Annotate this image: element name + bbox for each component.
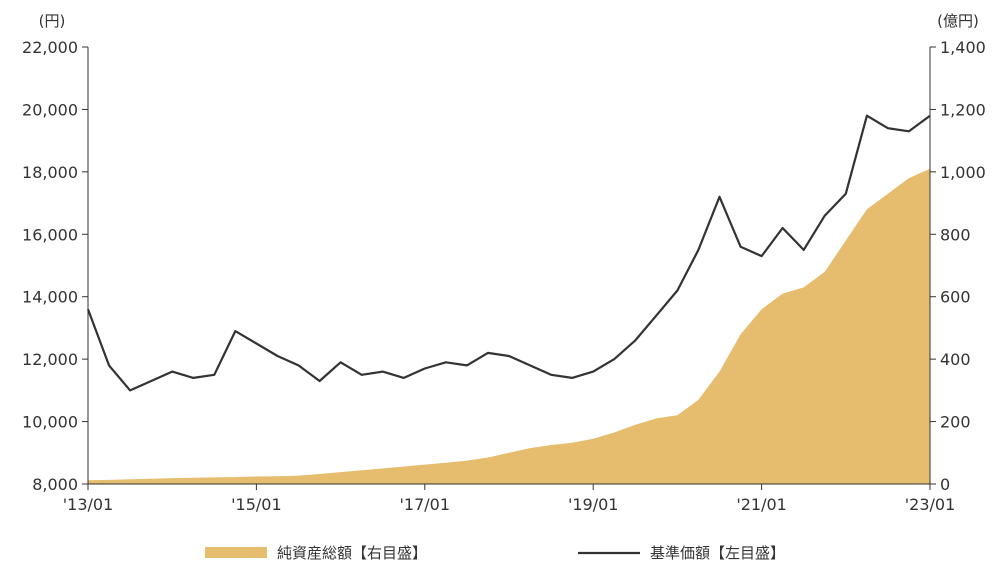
left-tick-label: 8,000 (32, 475, 78, 494)
x-tick-label: '15/01 (231, 495, 282, 514)
left-tick-label: 14,000 (22, 288, 78, 307)
x-tick-label: '13/01 (63, 495, 114, 514)
left-tick-label: 10,000 (22, 413, 78, 432)
x-tick-label: '17/01 (400, 495, 451, 514)
right-tick-label: 800 (940, 225, 971, 244)
right-tick-label: 400 (940, 350, 971, 369)
axis-layer: 8,000 10,000 12,000 14,000 16,000 18,000 20,00… (22, 12, 986, 514)
right-axis-unit: (億円) (937, 12, 979, 30)
left-tick-label: 20,000 (22, 100, 78, 119)
right-tick-label: 1,400 (940, 38, 986, 57)
left-tick-label: 18,000 (22, 163, 78, 182)
left-tick-label: 22,000 (22, 38, 78, 57)
x-tick-label: '19/01 (568, 495, 619, 514)
right-tick-label: 1,200 (940, 100, 986, 119)
right-tick-label: 600 (940, 288, 971, 307)
left-tick-label: 16,000 (22, 225, 78, 244)
line-layer (86, 114, 931, 392)
right-tick-label: 200 (940, 413, 971, 432)
series-area-net-assets (88, 168, 930, 484)
legend-label-net-assets: 純資産総額【右目盛】 (277, 544, 427, 562)
x-tick-label: '23/01 (905, 495, 956, 514)
right-tick-label: 1,000 (940, 163, 986, 182)
x-tick-label: '21/01 (736, 495, 787, 514)
left-axis-unit: (円) (39, 12, 66, 30)
legend-label-nav: 基準価額【左目盛】 (650, 544, 785, 562)
legend-swatch-area (205, 547, 267, 558)
right-tick-label: 0 (940, 475, 950, 494)
legend: 純資産総額【右目盛】 基準価額【左目盛】 (205, 544, 785, 562)
series-line-nav (86, 114, 931, 392)
left-tick-label: 12,000 (22, 350, 78, 369)
area-layer (88, 168, 930, 484)
